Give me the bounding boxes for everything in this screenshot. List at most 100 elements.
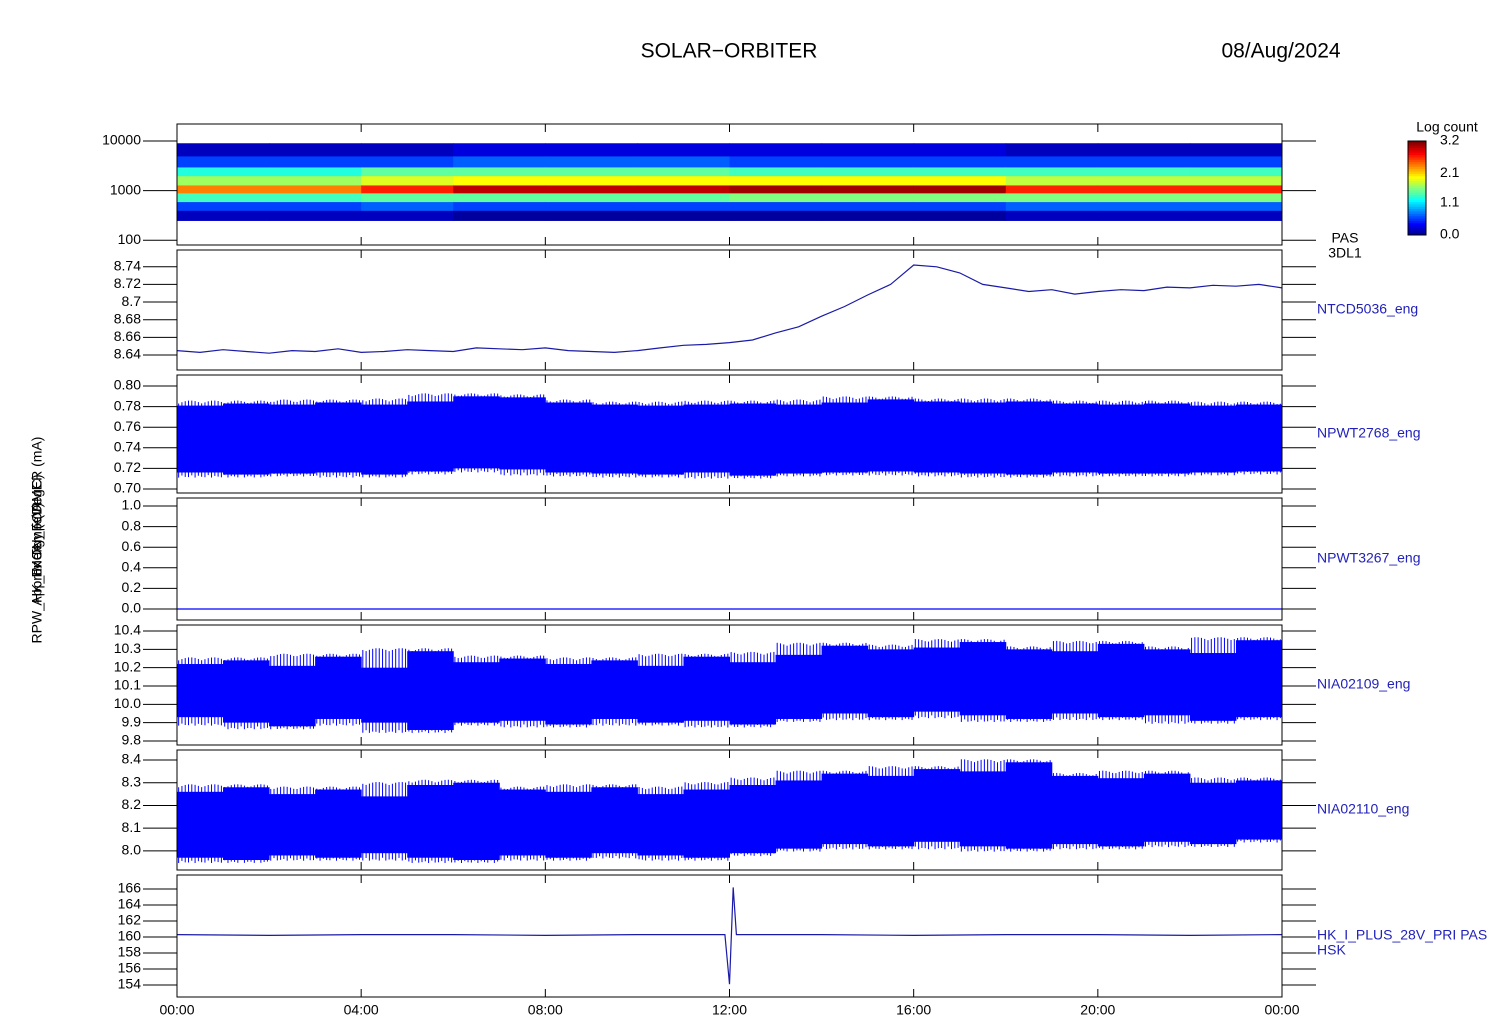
- heat-cell: [177, 166, 270, 177]
- y-tick-label: 0.78: [114, 397, 141, 413]
- heat-cell: [1097, 210, 1191, 221]
- heat-cell: [1005, 143, 1099, 157]
- heat-cell: [453, 166, 546, 177]
- y-tick-label: 8.2: [122, 796, 142, 812]
- band-segment: [913, 401, 961, 473]
- y-tick-label: 0.74: [114, 439, 141, 455]
- band-segment: [453, 662, 500, 723]
- y-tick-label: 10.2: [114, 658, 141, 674]
- heat-cell: [1189, 184, 1283, 194]
- band-segment: [407, 785, 454, 858]
- y-tick-label: 8.64: [114, 346, 141, 362]
- band-segment: [177, 664, 224, 718]
- band-segment: [223, 403, 270, 475]
- panel-label: NIA02109_eng: [1317, 676, 1410, 692]
- colorbar-step: [1408, 218, 1426, 222]
- colorbar-step: [1408, 157, 1426, 161]
- heat-cell: [913, 166, 1007, 177]
- heat-cell: [453, 155, 546, 168]
- heat-cell: [1097, 155, 1191, 168]
- heat-cell: [545, 184, 638, 194]
- band-segment: [1189, 405, 1237, 473]
- band-segment: [223, 660, 270, 723]
- band-segment: [361, 796, 408, 854]
- band-segment: [545, 664, 592, 725]
- y-tick-label: 0.70: [114, 480, 141, 496]
- band-segment: [361, 404, 408, 475]
- heat-cell: [269, 184, 362, 194]
- heat-cell: [361, 192, 454, 203]
- heat-cell: [177, 155, 270, 168]
- band-segment: [1097, 404, 1145, 474]
- y-tick-label: 162: [118, 912, 142, 928]
- heat-cell: [1189, 210, 1283, 221]
- heat-cell: [637, 143, 730, 157]
- colorbar-tick-label: 3.2: [1440, 132, 1460, 148]
- heat-cell: [545, 192, 638, 203]
- y-tick-label: 9.8: [122, 732, 142, 748]
- heat-cell: [1005, 192, 1099, 203]
- heat-cell: [545, 175, 638, 186]
- band-segment: [867, 399, 915, 472]
- colorbar-step: [1408, 195, 1426, 198]
- colorbar-step: [1408, 227, 1426, 231]
- band-segment: [867, 649, 915, 718]
- y-tick-label: 9.9: [122, 713, 142, 729]
- y-tick-label: 0.76: [114, 418, 141, 434]
- band-segment: [177, 791, 224, 858]
- panel-label: NPWT2768_eng: [1317, 425, 1421, 441]
- heat-cell: [1189, 175, 1283, 186]
- y-tick-label: 10000: [102, 132, 141, 148]
- band-segment: [499, 789, 546, 856]
- heat-cell: [1005, 201, 1099, 211]
- y-tick-label: 0.0: [122, 600, 142, 616]
- x-tick-label: 08:00: [528, 1002, 563, 1018]
- series-line: [176, 264, 1283, 354]
- y-tick-label: 8.66: [114, 328, 141, 344]
- y-tick-label: 0.8: [122, 517, 142, 533]
- panel: [176, 264, 1283, 354]
- heat-cell: [913, 201, 1007, 211]
- band-segment: [1005, 401, 1053, 475]
- colorbar-step: [1408, 171, 1426, 175]
- colorbar-step: [1408, 190, 1426, 194]
- heat-cell: [913, 155, 1007, 168]
- y-tick-label: 8.74: [114, 257, 141, 273]
- heat-cell: [177, 192, 270, 203]
- band-segment: [821, 402, 869, 473]
- y-tick-label: 0.80: [114, 377, 141, 393]
- heat-cell: [1189, 143, 1283, 157]
- colorbar-step: [1408, 166, 1426, 170]
- x-tick-label: 00:00: [159, 1002, 194, 1018]
- panel: [177, 143, 1283, 221]
- y-tick-label: 0.2: [122, 579, 142, 595]
- heat-cell: [1189, 192, 1283, 203]
- heat-cell: [1097, 143, 1191, 157]
- heat-cell: [637, 192, 730, 203]
- colorbar-step: [1408, 197, 1426, 201]
- band-segment: [637, 665, 684, 723]
- heat-cell: [361, 155, 454, 168]
- colorbar-step: [1408, 164, 1426, 168]
- colorbar-step: [1408, 141, 1426, 144]
- heat-cell: [361, 143, 454, 157]
- heat-cell: [361, 175, 454, 186]
- band-segment: [269, 665, 316, 727]
- band-segment: [545, 402, 592, 473]
- band-segment: [1189, 782, 1237, 845]
- band-segment: [1005, 649, 1053, 719]
- x-tick-label: 12:00: [712, 1002, 747, 1018]
- heat-cell: [637, 166, 730, 177]
- heat-cell: [453, 184, 546, 194]
- band-segment: [637, 794, 684, 856]
- heat-cell: [361, 166, 454, 177]
- y-tick-label: 156: [118, 960, 142, 976]
- heat-cell: [729, 143, 823, 157]
- heat-cell: [729, 155, 823, 168]
- heat-cell: [821, 210, 915, 221]
- heat-cell: [1005, 184, 1099, 194]
- heat-cell: [177, 184, 270, 194]
- colorbar-step: [1408, 225, 1426, 229]
- heat-cell: [821, 155, 915, 168]
- heat-cell: [729, 192, 823, 203]
